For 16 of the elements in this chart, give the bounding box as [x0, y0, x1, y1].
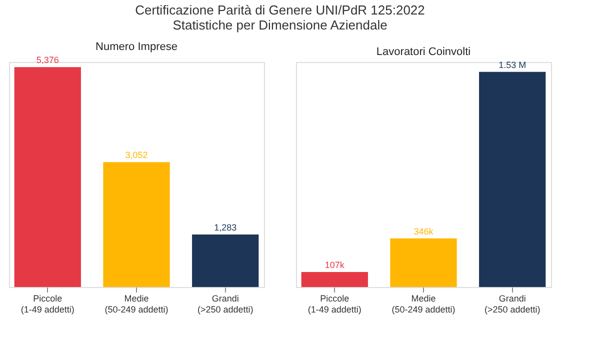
data-label: 1,283 — [214, 222, 237, 233]
x-tick-label: Medie (50-249 addetti) — [392, 294, 456, 314]
chart-title: Numero Imprese — [96, 41, 178, 54]
text: Statistiche per Dimensione Aziendale — [172, 18, 388, 33]
x-tick-label: Grandi (>250 addetti) — [484, 294, 540, 314]
x-tick-label: Grandi (>250 addetti) — [197, 294, 254, 314]
data-label: 346k — [414, 226, 434, 236]
text: Certificazione Parità di Genere UNI/PdR 125:2022 — [135, 2, 425, 18]
chart-title: Lavoratori Coinvolti — [376, 46, 471, 58]
data-label: 3,052 — [125, 150, 148, 160]
data-label: 1.53 M — [498, 60, 526, 70]
x-tick-label: Piccole (1-49 addetti) — [20, 294, 74, 314]
x-tick-label: Piccole (1-49 addetti) — [308, 294, 362, 314]
data-label: 107k — [324, 260, 345, 270]
x-tick-label: Medie (50-249 addetti) — [104, 294, 168, 314]
data-label: 5,376 — [36, 55, 59, 66]
